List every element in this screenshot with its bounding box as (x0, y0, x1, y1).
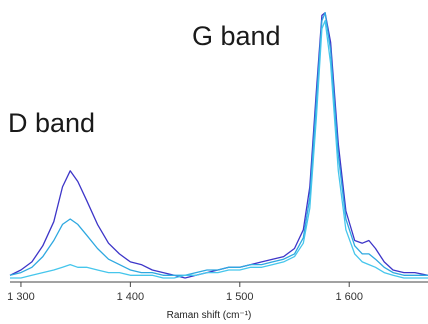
spectrum-line-1 (9, 12, 428, 279)
x-tick-label: 1 500 (226, 291, 254, 303)
x-tick-label: 1 300 (7, 291, 35, 303)
x-ticks: 1 300 1 400 1 500 1 600 (7, 282, 363, 303)
x-axis-title: Raman shift (cm⁻¹) (167, 310, 252, 321)
spectrum-line-2 (9, 12, 428, 276)
spectrum-line-3 (10, 20, 428, 279)
g-band-annotation: G band (192, 21, 281, 51)
x-tick-label: 1 400 (117, 291, 145, 303)
series-layer (9, 12, 428, 279)
x-tick-label: 1 600 (335, 291, 363, 303)
d-band-annotation: D band (8, 108, 95, 138)
